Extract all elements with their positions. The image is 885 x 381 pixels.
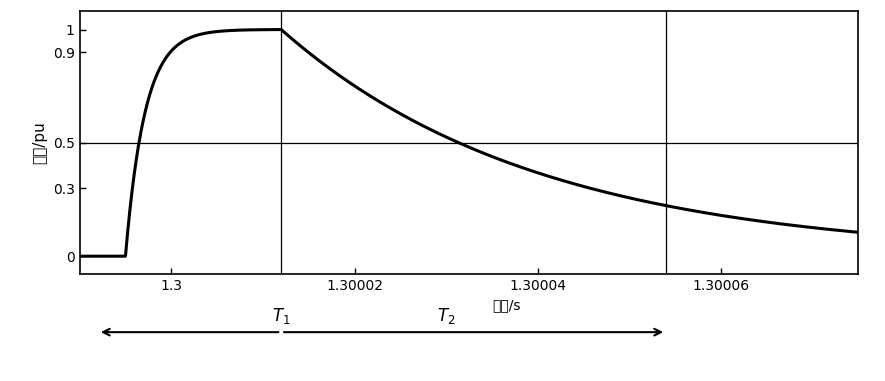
Text: 时间/s: 时间/s bbox=[492, 298, 520, 312]
Text: $T_1$: $T_1$ bbox=[272, 306, 290, 326]
Y-axis label: 幅値/pu: 幅値/pu bbox=[32, 122, 47, 164]
Text: $T_2$: $T_2$ bbox=[437, 306, 456, 326]
